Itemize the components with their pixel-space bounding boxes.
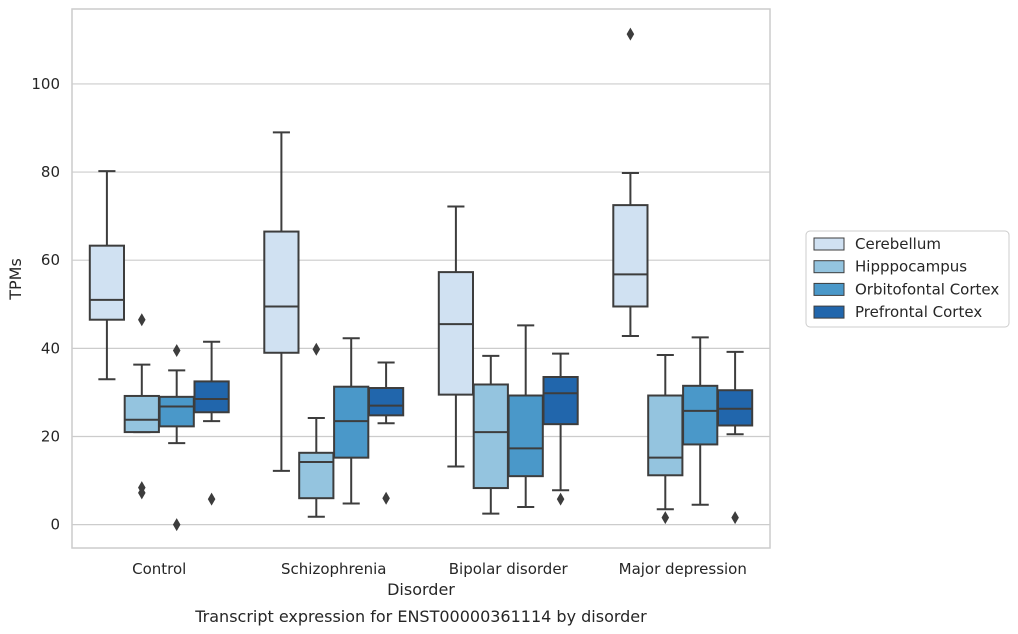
grid-lines [72,83,770,526]
legend-label: Hipppocampus [855,258,967,276]
y-tick-label: 20 [41,427,60,445]
box-iqr [123,394,160,434]
outlier-point [172,518,181,532]
box-iqr [88,244,126,321]
plot-frame [71,8,771,549]
y-tick-label: 0 [50,516,60,534]
box-iqr [612,204,649,308]
box-iqr [158,395,195,428]
legend-label: Orbitofontal Cortex [855,280,999,298]
box-group [542,352,579,506]
legend-item: Hipppocampus [813,258,967,276]
y-tick-label: 60 [41,251,60,269]
box-group [333,337,370,505]
outlier-point [382,491,390,505]
legend-item: Orbitofontal Cortex [813,280,999,298]
outlier-point [207,492,216,506]
legend-frame [805,230,1010,328]
box-iqr [193,380,230,414]
box-iqr [542,376,579,426]
chart-caption: Transcript expression for ENST0000036111… [194,607,647,626]
box-iqr [298,451,335,500]
y-tick-label: 40 [41,339,60,357]
box-group [682,336,719,506]
box-group [716,350,754,525]
box-group [472,354,509,515]
outlier-point [661,511,670,525]
y-tick-label: 100 [31,75,60,93]
outlier-point [556,492,565,506]
outlier-point [138,486,146,500]
box-group [123,313,160,500]
legend-swatch [813,282,845,296]
box-iqr [437,271,475,396]
outlier-point [138,313,146,327]
outlier-point [172,344,181,358]
x-tick-label: Control [132,560,186,578]
box-group [612,27,649,338]
x-axis-ticks: Control Schizophrenia Bipolar disorder Majo… [132,560,747,578]
box-group [193,340,230,506]
legend-item: Cerebellum [813,235,941,253]
legend-label: Cerebellum [855,235,941,253]
outlier-point [626,27,635,41]
box-group [437,205,475,468]
legend-swatch [813,260,845,274]
box-iqr [682,384,719,446]
box-iqr [507,394,544,478]
x-axis-title: Disorder [387,580,455,599]
x-tick-label: Major depression [619,560,747,578]
box-iqr [647,394,684,477]
boxes [88,27,754,532]
legend: Cerebellum Hipppocampus Orbitofontal Corte… [805,230,1010,328]
outlier-point [731,511,739,525]
box-group [263,131,300,472]
box-iqr [472,383,509,490]
box-iqr [263,230,300,354]
y-axis-ticks: 0 20 40 60 80 100 [31,75,60,534]
outlier-point [312,342,321,356]
box-group [88,170,126,381]
box-group [507,324,544,509]
y-tick-label: 80 [41,163,60,181]
x-tick-label: Bipolar disorder [449,560,569,578]
box-group [158,344,195,532]
legend-swatch [813,305,845,319]
legend-swatch [813,237,845,251]
legend-label: Prefrontal Cortex [855,303,982,321]
box-group [298,342,335,518]
box-iqr [333,385,370,459]
y-axis-title: TPMs [6,258,25,301]
box-iqr [367,387,405,417]
legend-item: Prefrontal Cortex [813,303,982,321]
box-group [367,361,405,505]
box-group [647,353,684,525]
x-tick-label: Schizophrenia [281,560,386,578]
